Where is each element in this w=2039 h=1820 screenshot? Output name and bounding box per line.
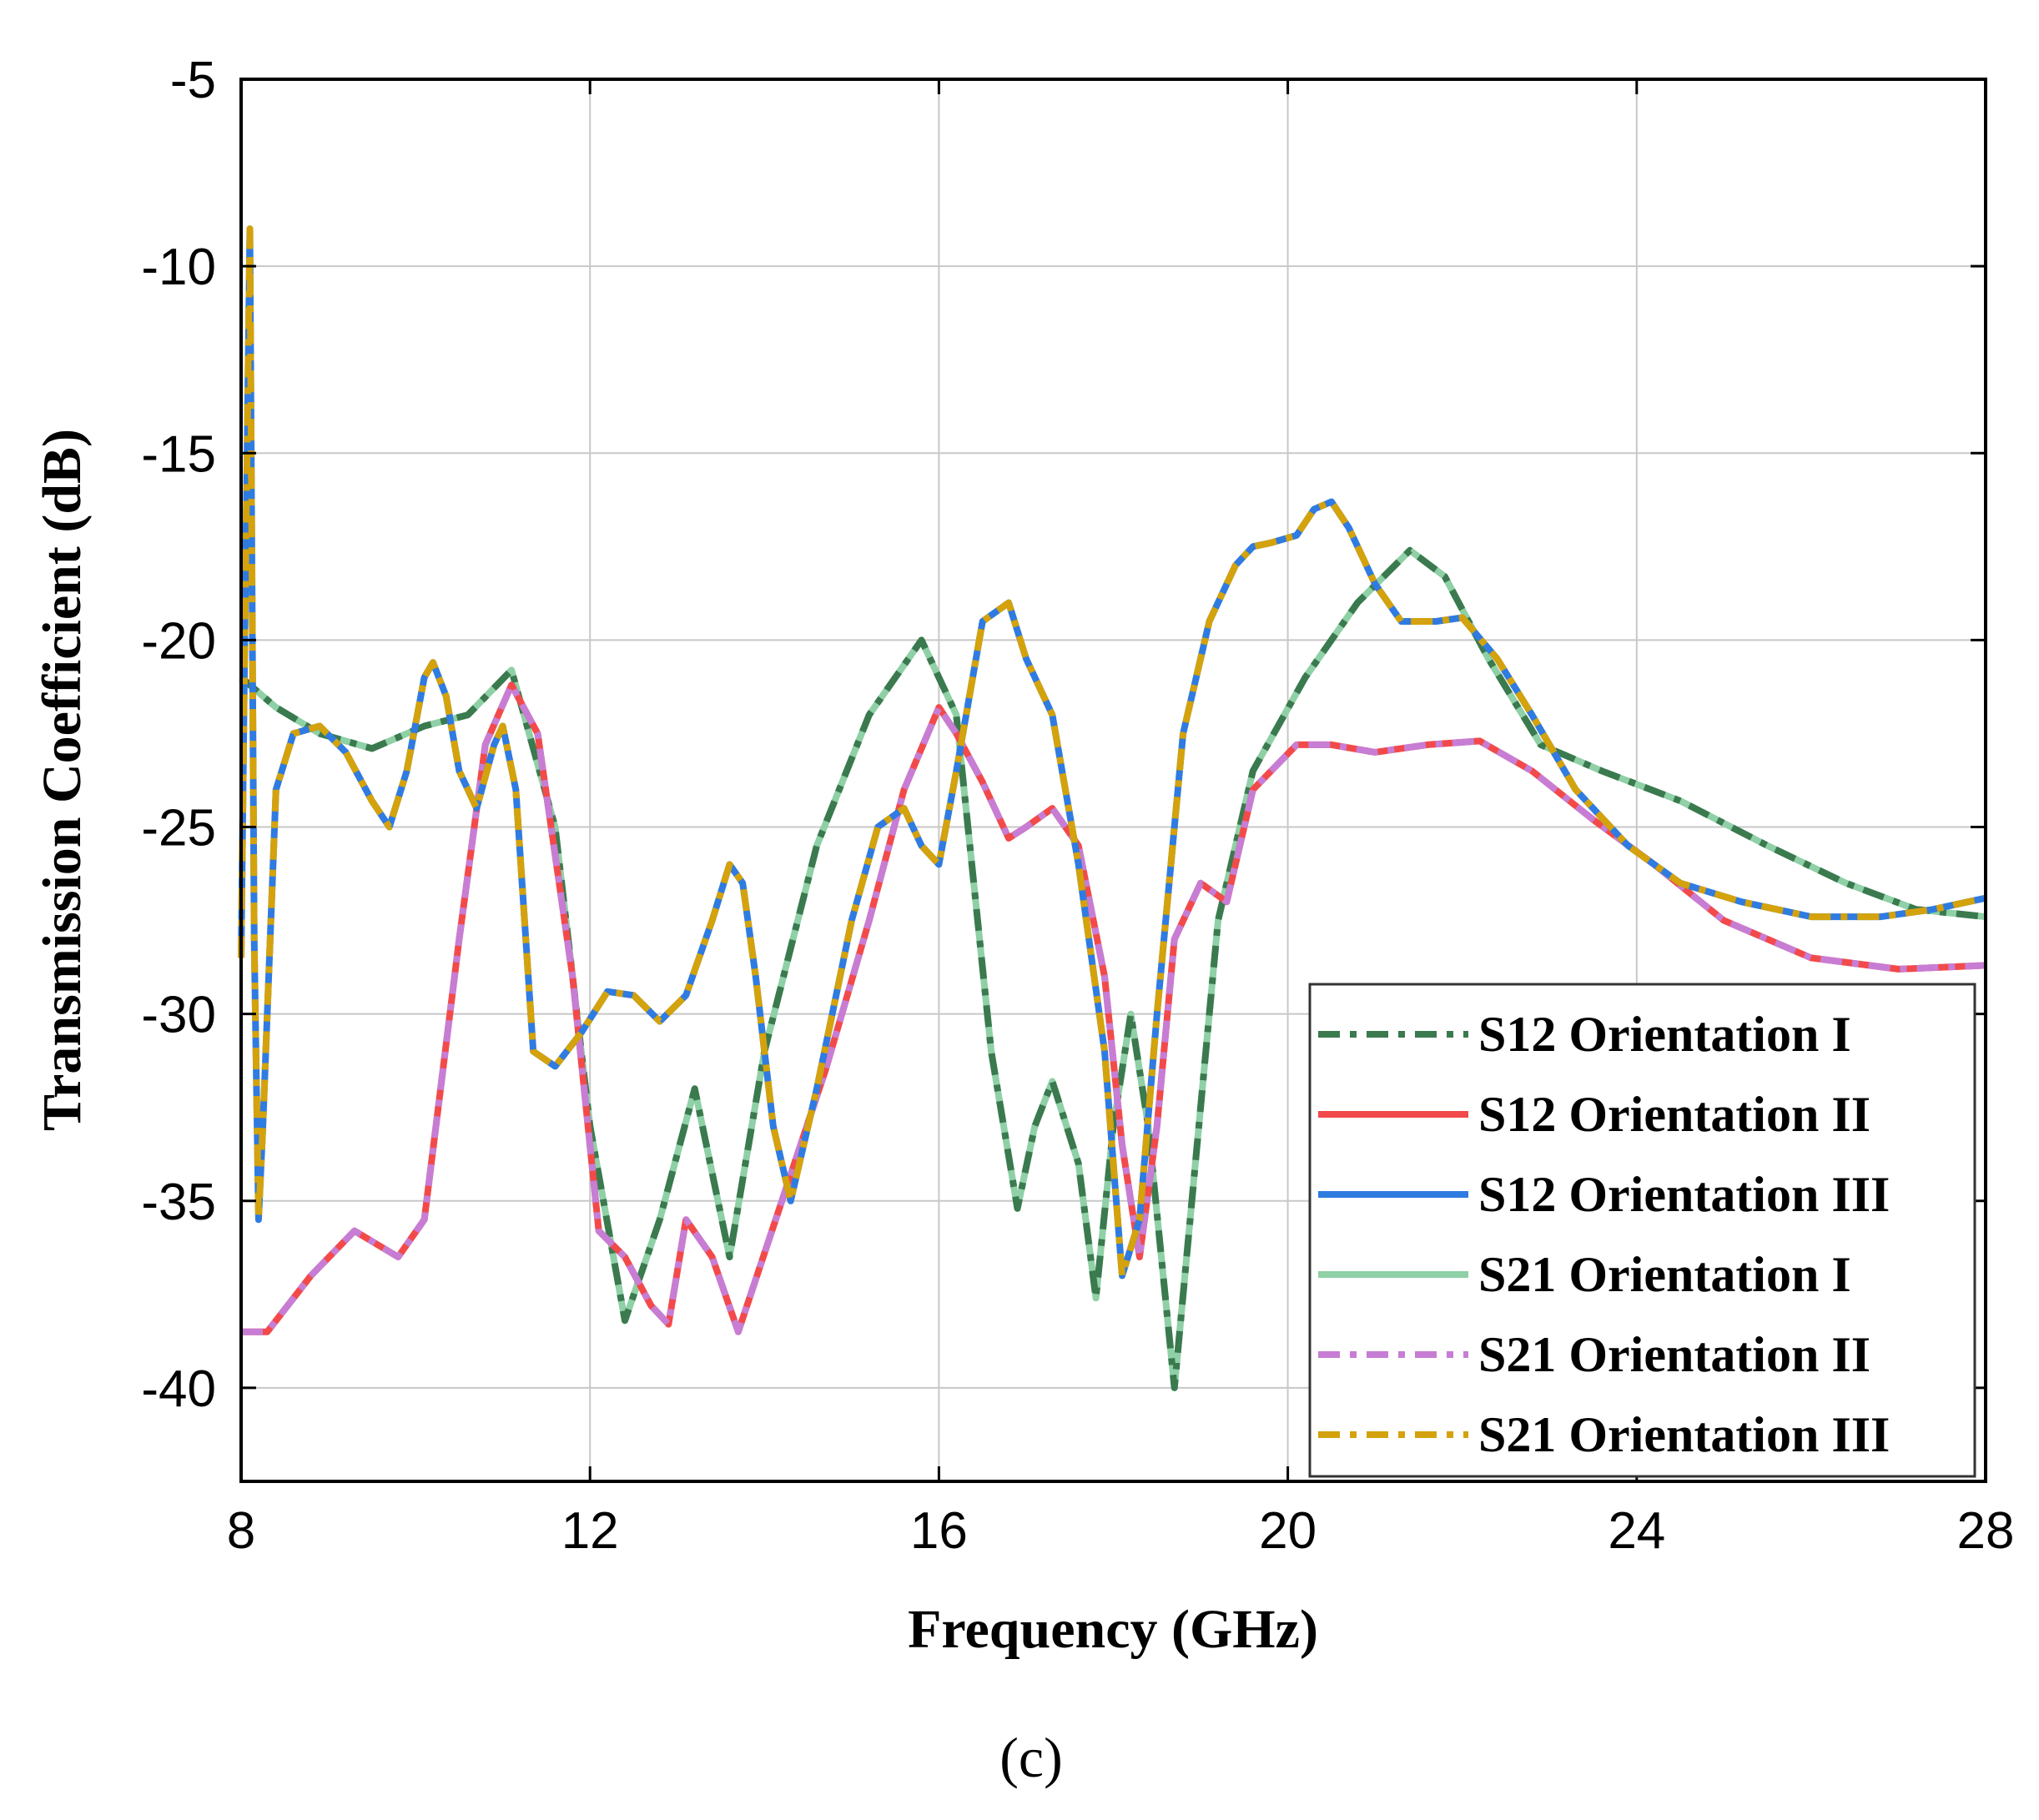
legend-label: S21 Orientation I <box>1478 1247 1851 1302</box>
y-tick-label: -15 <box>141 425 216 483</box>
y-tick-label: -20 <box>141 612 216 670</box>
y-tick-label: -35 <box>141 1174 216 1231</box>
x-tick-label: 20 <box>1259 1502 1317 1560</box>
legend-label: S21 Orientation II <box>1478 1327 1870 1382</box>
x-tick-label: 24 <box>1608 1502 1665 1560</box>
x-axis-title: Frequency (GHz) <box>908 1599 1318 1660</box>
legend-label: S21 Orientation III <box>1478 1407 1890 1462</box>
series-lines <box>238 225 1986 1391</box>
series-line-s12-orientation-iii <box>238 225 1986 1280</box>
y-axis-title: Transmission Coefficient (dB) <box>32 429 93 1131</box>
axis-ticks: 8 12 16 20 24 28 -5 -10 -15 -20 -25 -30 -35 -40 <box>141 52 2014 1560</box>
y-tick-label: -25 <box>141 800 216 857</box>
legend-label: S12 Orientation II <box>1478 1087 1870 1142</box>
series-line-s21-orientation-i <box>239 546 1986 1391</box>
figure-caption: (c) <box>999 1726 1062 1789</box>
y-tick-label: -30 <box>141 987 216 1044</box>
legend-label: S12 Orientation I <box>1478 1007 1851 1062</box>
legend-items: S12 Orientation I S12 Orientation II S12 O… <box>1318 1007 1890 1462</box>
plot-frame <box>239 78 1987 1483</box>
legend-box <box>1308 983 1976 1478</box>
series-line-s12-orientation-ii <box>241 681 1986 1335</box>
legend-label: S12 Orientation III <box>1478 1167 1890 1222</box>
legend: S12 Orientation I S12 Orientation II S12 O… <box>1308 983 1976 1478</box>
x-tick-label: 16 <box>910 1502 968 1560</box>
x-tick-label: 28 <box>1957 1502 2015 1560</box>
x-tick-label: 12 <box>561 1502 619 1560</box>
y-tick-label: -40 <box>141 1360 216 1418</box>
y-tick-label: -5 <box>170 52 216 109</box>
y-tick-label: -10 <box>141 239 216 296</box>
x-tick-label: 8 <box>227 1502 255 1560</box>
